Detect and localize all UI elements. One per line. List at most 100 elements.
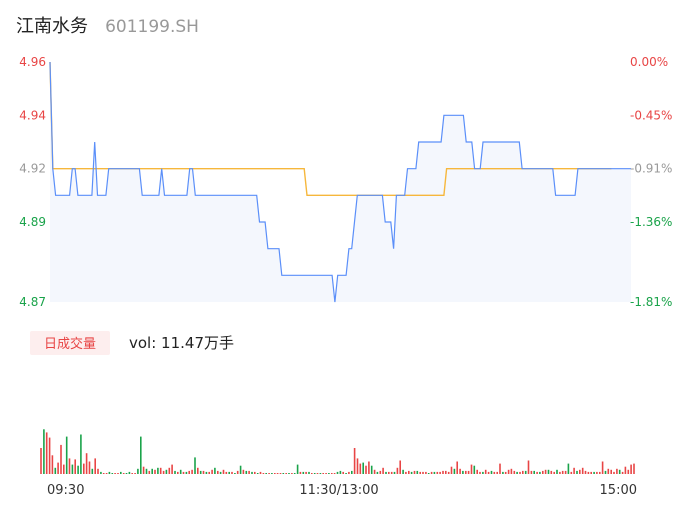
stock-name: 江南水务 — [16, 16, 88, 37]
volume-bar — [607, 468, 610, 474]
volume-bar — [162, 470, 165, 474]
volume-bar — [567, 463, 570, 474]
volume-bar — [365, 465, 367, 474]
volume-bar — [633, 463, 635, 474]
volume-bar — [231, 471, 233, 474]
volume-bar — [97, 468, 99, 474]
volume-bar — [630, 464, 632, 474]
volume-bar — [493, 471, 496, 474]
volume-bar — [445, 470, 447, 474]
volume-bar — [624, 466, 627, 474]
volume-bar — [242, 469, 245, 474]
volume-bar — [550, 470, 553, 474]
volume-bar — [48, 437, 51, 474]
price-tick-label: 4.87 — [19, 295, 46, 309]
volume-bar — [105, 473, 108, 474]
volume-bar — [137, 468, 139, 474]
volume-bar — [259, 471, 262, 474]
volume-bar — [168, 467, 171, 474]
volume-bar — [399, 460, 401, 474]
volume-bar — [63, 464, 65, 474]
volume-bar — [271, 473, 273, 474]
volume-bar — [561, 470, 564, 474]
volume-bar — [331, 473, 333, 474]
volume-bar — [276, 473, 279, 474]
volume-bar — [533, 470, 535, 474]
volume-bar — [125, 473, 128, 474]
volume-bar — [402, 469, 404, 474]
volume-bar — [336, 471, 339, 474]
volume-bar — [45, 432, 48, 474]
volume-bar — [342, 471, 344, 474]
volume-bar — [197, 467, 199, 474]
volume-bar — [527, 460, 530, 474]
volume-bar — [194, 457, 196, 474]
volume-bar — [368, 461, 370, 474]
volume-bar — [459, 468, 461, 474]
volume-bar — [373, 469, 376, 474]
volume-bar — [185, 471, 188, 474]
volume-bar — [333, 473, 336, 474]
volume-bar — [442, 470, 444, 474]
price-line — [49, 61, 631, 303]
volume-bar — [251, 471, 253, 474]
percent-axis-right: 0.00% -0.45% -0.91% -1.36% -1.81% — [630, 55, 672, 309]
volume-bar — [57, 462, 59, 474]
volume-bar — [484, 469, 487, 474]
volume-bar — [239, 465, 242, 474]
volume-bar — [225, 471, 228, 474]
volume-bar — [584, 470, 587, 474]
volume-bar — [40, 448, 42, 474]
price-tick-label: 4.92 — [19, 162, 46, 176]
volume-bar — [522, 470, 524, 474]
volume-bar — [108, 471, 111, 474]
volume-bar — [339, 470, 342, 474]
volume-bar — [470, 464, 473, 474]
volume-bar — [94, 458, 96, 474]
volume-bar — [507, 469, 510, 474]
volume-bar — [502, 471, 504, 474]
volume-bar — [182, 471, 185, 474]
percent-tick-label: 0.00% — [630, 55, 668, 69]
price-tick-label: 4.94 — [19, 108, 46, 122]
volume-bar — [142, 466, 145, 474]
volume-bar — [519, 471, 521, 474]
volume-bar — [311, 473, 313, 474]
volume-bar — [439, 471, 441, 474]
volume-bar — [425, 471, 427, 474]
volume-bar — [145, 468, 148, 474]
volume-bar — [587, 471, 590, 474]
volume-legend: 日成交量 vol: 11.47万手 — [30, 331, 234, 355]
volume-bar — [596, 471, 598, 474]
volume-bar — [613, 471, 615, 474]
volume-bar — [564, 470, 567, 474]
volume-bar — [100, 471, 102, 474]
volume-bar — [211, 469, 213, 474]
volume-bar — [60, 444, 62, 474]
volume-bar — [83, 463, 85, 474]
volume-bar — [530, 470, 533, 474]
volume-bar — [282, 473, 285, 474]
volume-bar — [618, 469, 621, 474]
volume-bar — [581, 467, 584, 474]
volume-bar — [171, 464, 173, 474]
time-axis: 09:30 11:30/13:00 15:00 — [47, 483, 637, 498]
volume-bar — [393, 471, 396, 474]
volume-bar — [524, 470, 527, 474]
volume-bar — [559, 471, 561, 474]
volume-bar — [291, 473, 293, 474]
volume-bar — [590, 471, 592, 474]
volume-bar — [433, 471, 436, 474]
volume-bar — [413, 470, 416, 474]
volume-bar — [325, 473, 327, 474]
volume-bar — [122, 473, 125, 474]
volume-bar — [154, 469, 156, 474]
volume-bar — [288, 473, 290, 474]
volume-bar — [74, 459, 76, 474]
volume-bar — [274, 473, 276, 474]
time-tick-label: 15:00 — [600, 483, 637, 498]
volume-bar — [128, 471, 131, 474]
volume-bar — [490, 470, 493, 474]
volume-bar — [43, 429, 45, 474]
volume-bar — [465, 470, 467, 474]
